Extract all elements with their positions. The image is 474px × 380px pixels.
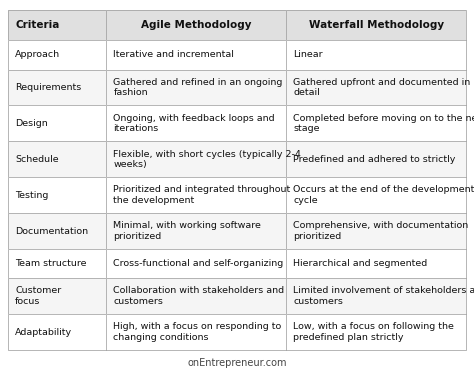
- Text: Design: Design: [15, 119, 48, 128]
- Text: Limited involvement of stakeholders and
customers: Limited involvement of stakeholders and …: [293, 287, 474, 306]
- Text: Ongoing, with feedback loops and
iterations: Ongoing, with feedback loops and iterati…: [113, 114, 275, 133]
- Text: Gathered upfront and documented in
detail: Gathered upfront and documented in detai…: [293, 78, 471, 97]
- Text: Adaptability: Adaptability: [15, 328, 72, 337]
- Text: Minimal, with working software
prioritized: Minimal, with working software prioritiz…: [113, 221, 261, 241]
- Text: Requirements: Requirements: [15, 83, 81, 92]
- Text: Customer
focus: Customer focus: [15, 287, 61, 306]
- Text: Occurs at the end of the development
cycle: Occurs at the end of the development cyc…: [293, 185, 474, 205]
- Text: Cross-functional and self-organizing: Cross-functional and self-organizing: [113, 259, 284, 268]
- Text: Documentation: Documentation: [15, 226, 88, 236]
- Text: onEntrepreneur.com: onEntrepreneur.com: [187, 358, 287, 368]
- Text: Approach: Approach: [15, 51, 60, 59]
- Text: Linear: Linear: [293, 51, 323, 59]
- Text: Collaboration with stakeholders and
customers: Collaboration with stakeholders and cust…: [113, 287, 284, 306]
- Text: Agile Methodology: Agile Methodology: [141, 20, 252, 30]
- Text: High, with a focus on responding to
changing conditions: High, with a focus on responding to chan…: [113, 322, 282, 342]
- Text: Iterative and incremental: Iterative and incremental: [113, 51, 234, 59]
- Text: Testing: Testing: [15, 191, 48, 200]
- Text: Completed before moving on to the next
stage: Completed before moving on to the next s…: [293, 114, 474, 133]
- Text: Hierarchical and segmented: Hierarchical and segmented: [293, 259, 428, 268]
- Text: Flexible, with short cycles (typically 2-4
weeks): Flexible, with short cycles (typically 2…: [113, 150, 301, 169]
- Text: Prioritized and integrated throughout
the development: Prioritized and integrated throughout th…: [113, 185, 291, 205]
- Text: Comprehensive, with documentation
prioritized: Comprehensive, with documentation priori…: [293, 221, 469, 241]
- Text: Schedule: Schedule: [15, 155, 59, 164]
- Text: Predefined and adhered to strictly: Predefined and adhered to strictly: [293, 155, 456, 164]
- Text: Low, with a focus on following the
predefined plan strictly: Low, with a focus on following the prede…: [293, 322, 455, 342]
- Text: Waterfall Methodology: Waterfall Methodology: [309, 20, 444, 30]
- Text: Criteria: Criteria: [15, 20, 59, 30]
- Text: Team structure: Team structure: [15, 259, 86, 268]
- Text: Gathered and refined in an ongoing
fashion: Gathered and refined in an ongoing fashi…: [113, 78, 283, 97]
